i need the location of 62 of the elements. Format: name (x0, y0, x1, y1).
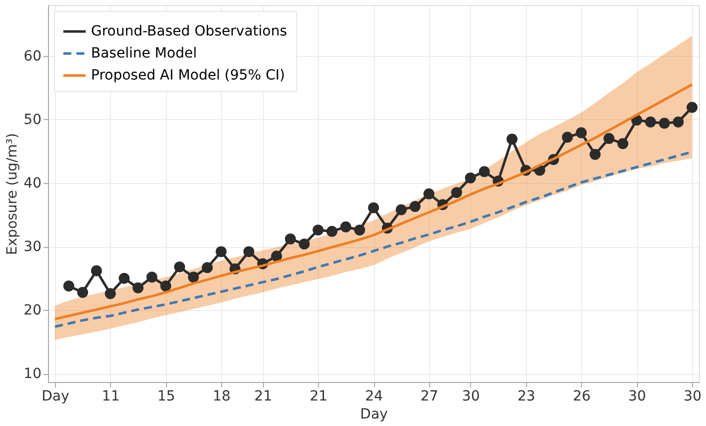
point (354, 224, 366, 236)
point (118, 272, 130, 284)
point (464, 172, 476, 184)
point (590, 148, 601, 160)
point (188, 272, 199, 283)
x-tick-label: 21 (310, 388, 328, 404)
x-tick-label: 30 (628, 388, 646, 404)
point (645, 116, 656, 128)
point (77, 286, 88, 298)
point (312, 224, 324, 236)
x-tick-label: 11 (102, 388, 120, 404)
point (396, 204, 407, 216)
point (243, 246, 254, 258)
point (423, 188, 434, 200)
x-tick-label: 30 (462, 388, 480, 404)
x-tick-label: 18 (212, 388, 231, 404)
point (104, 288, 116, 300)
point (603, 133, 614, 144)
legend-label: Proposed AI Model (95% CI) (91, 68, 285, 84)
point (298, 238, 310, 250)
point (146, 272, 158, 283)
point (216, 246, 227, 258)
point (326, 226, 338, 237)
point (617, 138, 628, 150)
point (160, 280, 172, 292)
point (174, 261, 186, 272)
point (562, 132, 573, 143)
point (271, 250, 282, 262)
x-tick-label: 24 (365, 388, 383, 404)
point (478, 166, 490, 178)
x-tick-label: 23 (517, 388, 536, 404)
point (132, 282, 144, 294)
y-tick-label: 20 (24, 302, 42, 319)
y-tick-label: 10 (24, 366, 42, 382)
line-series (54, 83, 694, 320)
point (368, 202, 379, 214)
point (340, 221, 352, 232)
point (658, 118, 670, 129)
legend-label: Ground-Based Observations (91, 24, 288, 40)
legend-label: Baseline Model (91, 46, 197, 62)
y-tick-label: 40 (24, 176, 42, 192)
y-tick-label: 30 (24, 239, 42, 256)
x-tick-label: 30 (684, 388, 702, 404)
point (451, 187, 462, 198)
point (686, 102, 698, 113)
y-tick-label: 50 (24, 112, 42, 128)
x-tick-label: 26 (572, 388, 591, 404)
x-tick-label: Day (42, 388, 70, 404)
y-axis-title: Exposure (ug/m³) (4, 133, 21, 255)
x-tick-label: 21 (254, 388, 272, 404)
point (410, 201, 421, 212)
y-tick-label: 60 (24, 48, 42, 64)
point (284, 233, 296, 244)
x-tick-label: 15 (157, 388, 176, 404)
point (63, 280, 74, 292)
x-tick-label: 27 (420, 388, 438, 404)
point (91, 265, 102, 276)
point (576, 127, 587, 138)
point (506, 134, 518, 145)
point (672, 116, 684, 128)
point (202, 262, 213, 274)
x-axis-title: Day (360, 406, 388, 422)
